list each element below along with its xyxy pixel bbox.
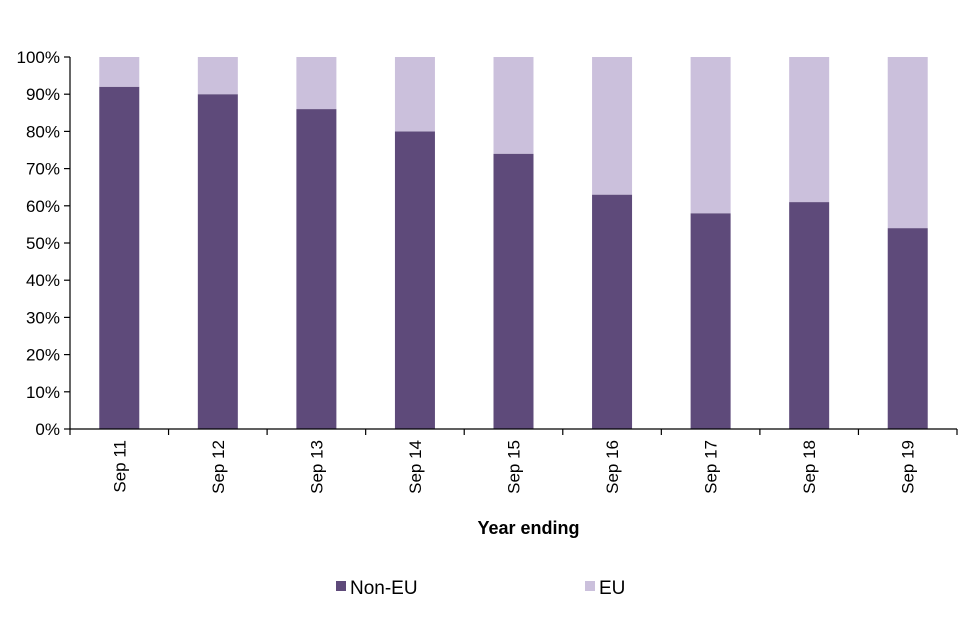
legend-label: EU [599,578,625,599]
bar-eu-sep-18 [789,57,830,203]
x-axis-ticks: Sep 11 Sep 12 Sep 13 Sep 14 Sep 15 Sep 16 Sep … [69,429,958,494]
bar-non-eu-sep-16 [592,194,633,429]
y-tick-label: 90% [26,85,60,104]
legend-swatch [585,581,595,591]
y-tick-label: 10% [26,383,60,402]
x-tick-label: Sep 19 [899,440,918,494]
bar-non-eu-sep-17 [690,213,731,429]
bar-eu-sep-16 [592,57,633,195]
bar-eu-sep-19 [887,57,928,229]
bar-eu-sep-14 [394,57,435,132]
bar-eu-sep-12 [197,57,238,95]
bar-non-eu-sep-14 [394,131,435,429]
y-tick-label: 0% [35,420,60,439]
legend-swatch [336,581,346,591]
bar-non-eu-sep-19 [887,228,928,429]
x-tick-label: Sep 15 [505,440,524,494]
bar-non-eu-sep-13 [296,109,337,429]
bar-non-eu-sep-11 [99,86,140,429]
bar-non-eu-sep-15 [493,153,534,429]
y-tick-label: 100% [17,48,60,67]
y-axis-ticks: 0% 10% 20% 30% 40% 50% 60% 70% 80% 90% 100% [17,48,70,439]
bar-eu-sep-13 [296,57,337,110]
bars [99,57,928,429]
legend-label: Non-EU [350,578,418,599]
bar-non-eu-sep-12 [197,94,238,429]
x-tick-label: Sep 12 [209,440,228,494]
y-tick-label: 70% [26,160,60,179]
y-tick-label: 50% [26,234,60,253]
x-tick-label: Sep 16 [603,440,622,494]
y-tick-label: 30% [26,308,60,327]
bar-eu-sep-17 [690,57,731,214]
y-tick-label: 20% [26,346,60,365]
y-tick-label: 40% [26,271,60,290]
x-tick-label: Sep 11 [110,440,129,493]
bar-eu-sep-11 [99,57,140,87]
bar-non-eu-sep-18 [789,202,830,429]
legend: Non-EU EU [336,578,625,599]
x-axis-title: Year ending [477,518,579,538]
x-tick-label: Sep 18 [800,440,819,494]
bar-eu-sep-15 [493,57,534,154]
y-tick-label: 80% [26,122,60,141]
x-tick-label: Sep 14 [406,440,425,494]
y-tick-label: 60% [26,197,60,216]
x-tick-label: Sep 17 [702,440,721,494]
x-tick-label: Sep 13 [307,440,326,494]
